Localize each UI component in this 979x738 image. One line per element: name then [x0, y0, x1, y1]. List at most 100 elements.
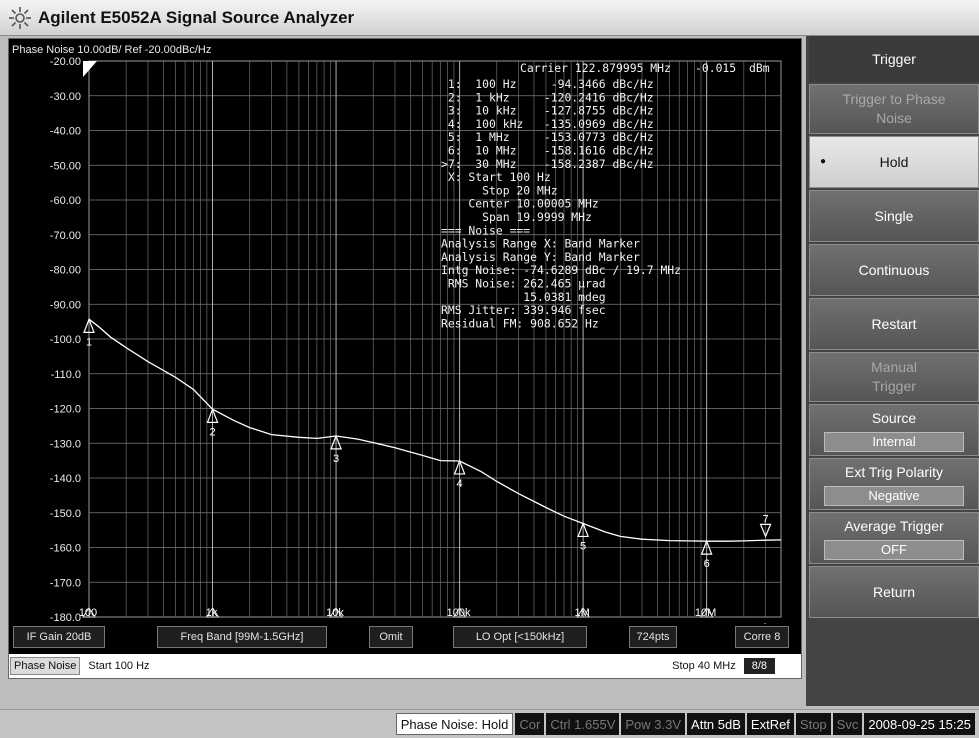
ext-ref-indicator: ExtRef: [746, 713, 794, 735]
single-button[interactable]: Single: [809, 190, 979, 242]
marker-4[interactable]: [453, 459, 466, 475]
x-tick-label: 1k: [206, 607, 218, 619]
x-decade-tick: [699, 607, 714, 618]
readout-line: 3: 10 kHz -127.8755 dBc/Hz: [441, 104, 654, 118]
x-decade-tick: [82, 607, 96, 618]
y-tick-label: -140.0: [50, 473, 81, 485]
marker-2[interactable]: [206, 407, 219, 423]
stop-frequency[interactable]: Stop 40 MHz: [672, 660, 736, 672]
marker-label-7: 7: [763, 513, 769, 525]
attenuation: Attn 5dB: [687, 713, 745, 735]
polarity-label: Ext Trig Polarity: [844, 464, 944, 480]
selected-dot-icon: ●: [820, 156, 827, 168]
y-tick-label: -20.00: [50, 56, 81, 68]
y-tick-label: -160.0: [50, 543, 81, 555]
continuous-button[interactable]: Continuous: [809, 244, 979, 296]
x-tick-label: 10k: [326, 607, 344, 619]
carrier-frequency: Carrier 122.879995 MHz: [520, 61, 671, 75]
softkey-menu-title: Trigger: [809, 36, 979, 82]
marker-1[interactable]: [83, 317, 95, 333]
readout-line: 15.0381 mdeg: [441, 290, 606, 304]
trigger-to-phase-noise-button[interactable]: Trigger to Phase Noise: [809, 84, 979, 134]
carrier-unit: dBm: [749, 61, 770, 75]
trace-header: Phase Noise 10.00dB/ Ref -20.00dBc/Hz: [12, 44, 211, 56]
readout-line: 4: 100 kHz -135.0969 dBc/Hz: [441, 117, 654, 131]
x-decade-tick: [576, 607, 591, 618]
svc-indicator: Svc: [832, 713, 863, 735]
readout-line: RMS Jitter: 339.946 fsec: [441, 303, 606, 317]
freq-band-status[interactable]: Freq Band [99M-1.5GHz]: [157, 626, 327, 648]
hold-button[interactable]: ● Hold: [809, 136, 979, 188]
y-tick-label: -150.0: [50, 508, 81, 520]
start-frequency[interactable]: Start 100 Hz: [88, 660, 150, 672]
readout-line: RMS Noise: 262.465 µrad: [441, 277, 606, 291]
phase-noise-trace: [88, 318, 782, 542]
channel-status-line: Phase Noise Start 100 Hz Stop 40 MHz 8/8: [9, 654, 801, 678]
ref-level-pointer[interactable]: [83, 61, 97, 77]
stop-pointer[interactable]: [758, 623, 772, 624]
x-decade-tick: [452, 607, 467, 618]
readout-line: Residual FM: 908.652 Hz: [441, 316, 599, 330]
readout-line: Center 10.00005 MHz: [441, 197, 599, 211]
correlation-status[interactable]: Corre 8: [735, 626, 789, 648]
marker-5[interactable]: [577, 521, 589, 538]
ext-trig-polarity-button[interactable]: Ext Trig Polarity Negative: [809, 458, 979, 510]
readout-line: X: Start 100 Hz: [441, 170, 551, 184]
y-tick-label: -30.00: [50, 91, 81, 103]
y-tick-label: -130.0: [50, 438, 81, 450]
return-button[interactable]: Return: [809, 566, 979, 618]
y-tick-label: -80.00: [50, 265, 81, 277]
phase-noise-chart[interactable]: Phase Noise 10.00dB/ Ref -20.00dBc/Hz -2…: [9, 39, 801, 624]
y-tick-label: -170.0: [50, 577, 81, 589]
power-voltage: Pow 3.3V: [621, 713, 686, 735]
readout-line: 2: 1 kHz -120.2416 dBc/Hz: [441, 90, 654, 104]
sweep-count: 8/8: [743, 658, 775, 674]
readout-line: Analysis Range X: Band Marker: [441, 237, 640, 251]
source-label: Source: [871, 410, 917, 426]
readout-line: === Noise ===: [441, 223, 530, 237]
readout-line: 5: 1 MHz -153.0773 dBc/Hz: [441, 130, 654, 144]
marker-label-2: 2: [209, 426, 215, 438]
y-tick-label: -100.0: [50, 334, 81, 346]
source-button[interactable]: Source Internal: [809, 404, 979, 456]
marker-label-4: 4: [457, 478, 463, 490]
average-trigger-button[interactable]: Average Trigger OFF: [809, 512, 979, 564]
readout-line: Span 19.9999 MHz: [441, 210, 592, 224]
measurement-screen: Phase Noise 10.00dB/ Ref -20.00dBc/Hz -2…: [8, 38, 802, 679]
hold-label: Hold: [879, 153, 909, 170]
marker-6[interactable]: [700, 539, 713, 555]
polarity-value: Negative: [824, 485, 964, 506]
if-gain-status[interactable]: IF Gain 20dB: [13, 626, 105, 648]
marker-3[interactable]: [330, 434, 342, 450]
x-tick-label: 100k: [447, 607, 471, 619]
points-status[interactable]: 724pts: [629, 626, 677, 648]
marker-7[interactable]: [759, 523, 772, 538]
readout-line: Stop 20 MHz: [441, 183, 558, 197]
y-tick-label: -40.00: [50, 126, 81, 138]
window-title: Agilent E5052A Signal Source Analyzer: [38, 7, 355, 27]
omit-status[interactable]: Omit: [369, 626, 413, 648]
manual-trigger-button[interactable]: Manual Trigger: [809, 352, 979, 402]
channel-mode[interactable]: Phase Noise: [10, 657, 81, 675]
readout-line: >7: 30 MHz -158.2387 dBc/Hz: [441, 157, 654, 171]
readout-line: 1: 100 Hz -94.3466 dBc/Hz: [441, 77, 654, 91]
cor-indicator: Cor: [515, 713, 545, 735]
y-tick-label: -120.0: [50, 404, 81, 416]
marker-readout: 1: 100 Hz -94.3466 dBc/Hz 2: 1 kHz -120.…: [441, 77, 681, 330]
x-decade-tick: [329, 607, 343, 618]
stop-indicator: Stop: [795, 713, 831, 735]
marker-label-5: 5: [580, 540, 586, 552]
restart-button[interactable]: Restart: [809, 298, 979, 350]
y-tick-label: -50.00: [50, 160, 81, 172]
measurement-state: Phase Noise: Hold: [395, 713, 514, 735]
ctrl-voltage: Ctrl 1.655V: [546, 713, 620, 735]
carrier-level: -0.015: [695, 61, 736, 75]
x-tick-label: 1M: [574, 607, 589, 619]
lo-opt-status[interactable]: LO Opt [<150kHz]: [453, 626, 587, 648]
title-bar: Agilent E5052A Signal Source Analyzer: [0, 0, 979, 36]
marker-label-6: 6: [704, 558, 710, 570]
sun-logo-icon: [9, 6, 31, 29]
avg-trigger-label: Average Trigger: [844, 518, 944, 534]
marker-label-3: 3: [333, 453, 339, 465]
source-value: Internal: [824, 431, 964, 452]
